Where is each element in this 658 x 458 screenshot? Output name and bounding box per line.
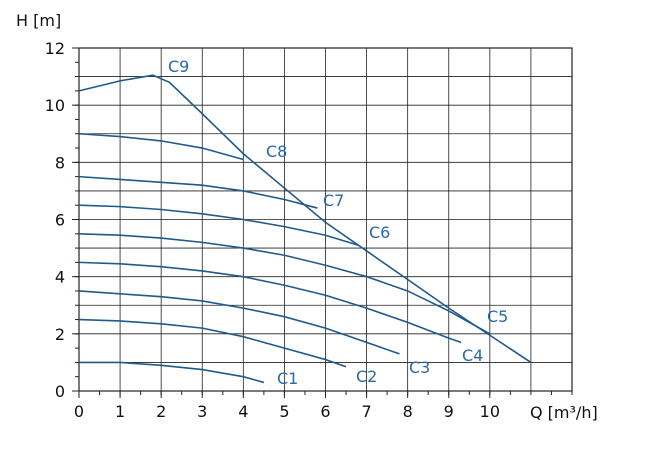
curve — [78, 232, 491, 335]
y-tick-label: 0 — [55, 382, 65, 401]
x-tick-label: 10 — [480, 402, 500, 421]
curve — [78, 74, 532, 364]
y-tick-label: 6 — [55, 211, 65, 230]
curve — [78, 132, 244, 161]
x-tick-label: 4 — [238, 402, 248, 421]
y-tick-label: 10 — [45, 96, 65, 115]
curve — [78, 204, 359, 246]
series-label: C4 — [462, 346, 483, 365]
series-label: C3 — [409, 358, 430, 377]
series-label: C8 — [266, 142, 287, 161]
x-tick-label: 9 — [444, 402, 454, 421]
series-label: C2 — [356, 367, 377, 386]
y-tick-label: 4 — [55, 268, 65, 287]
curve — [78, 290, 400, 355]
series-label: C9 — [168, 57, 189, 76]
series-label: C5 — [487, 307, 508, 326]
curve — [78, 175, 318, 209]
series-label: C7 — [323, 191, 344, 210]
curve — [78, 261, 462, 344]
y-tick-label: 8 — [55, 153, 65, 172]
curve — [78, 318, 347, 368]
x-tick-label: 1 — [115, 402, 125, 421]
series-label: C1 — [277, 369, 298, 388]
curve — [79, 361, 265, 384]
y-tick-label: 2 — [55, 325, 65, 344]
x-axis-label: Q [m³/h] — [530, 403, 598, 422]
x-tick-label: 8 — [403, 402, 413, 421]
x-tick-label: 5 — [279, 402, 289, 421]
x-tick-label: 0 — [74, 402, 84, 421]
x-tick-label: 6 — [320, 402, 330, 421]
y-axis-label: H [m] — [16, 11, 61, 30]
x-tick-label: 2 — [156, 402, 166, 421]
x-tick-label: 3 — [197, 402, 207, 421]
x-tick-label: 7 — [361, 402, 371, 421]
series-label: C6 — [369, 223, 390, 242]
y-tick-label: 12 — [45, 39, 65, 58]
